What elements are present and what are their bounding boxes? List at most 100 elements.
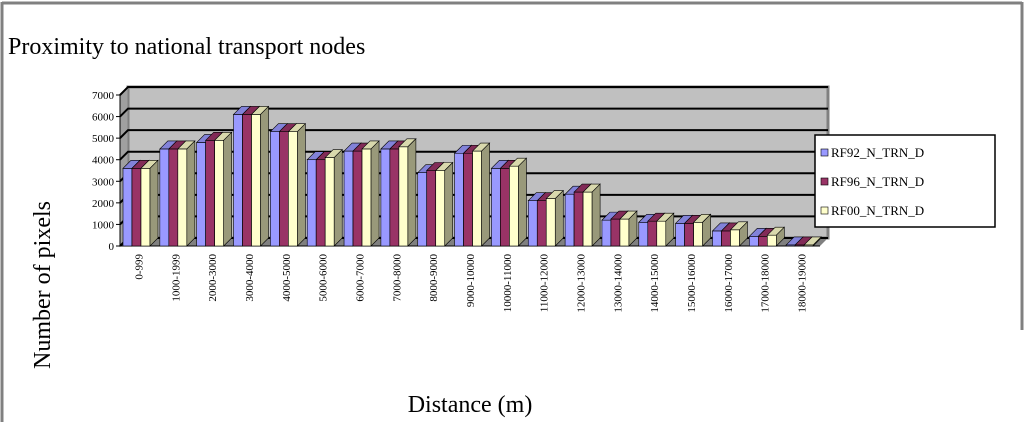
bar-front: [619, 218, 630, 247]
bar-front: [675, 223, 685, 247]
grid-line: [119, 129, 828, 139]
bar-front: [131, 168, 142, 247]
legend-label: RF00_N_TRN_D: [831, 203, 924, 218]
x-tick-label: 9000-10000: [465, 254, 477, 308]
legend-swatch: [820, 206, 829, 215]
bar-front: [582, 191, 593, 247]
bar-front: [536, 200, 547, 247]
bar: [766, 226, 786, 247]
y-tick-label: 2000: [92, 198, 115, 210]
x-tick-label: 10000-11000: [502, 254, 514, 313]
bar: [177, 140, 196, 247]
bar-front: [721, 230, 731, 247]
bar-front: [545, 198, 556, 247]
bar: [250, 105, 270, 247]
bar-side: [297, 122, 306, 247]
bar-side: [260, 105, 269, 247]
x-tick-label: 8000-9000: [428, 254, 440, 302]
bar-side: [149, 159, 159, 247]
x-tick-label: 4000-5000: [281, 254, 293, 302]
bar: [729, 221, 749, 247]
x-tick-label: 6000-7000: [354, 254, 366, 302]
bar-front: [491, 168, 501, 247]
bar-front: [196, 142, 206, 247]
y-tick-label: 4000: [92, 155, 115, 167]
x-axis-label: Distance (m): [408, 392, 533, 418]
bar-front: [426, 170, 437, 247]
x-tick-label: 14000-15000: [649, 254, 661, 313]
bar: [213, 131, 233, 247]
x-tick-label: 0-999: [133, 254, 145, 280]
bar-side: [407, 138, 417, 247]
bar-front: [573, 191, 584, 247]
y-tick-label: 1000: [92, 219, 115, 231]
bar-front: [712, 230, 722, 247]
bar: [287, 122, 307, 247]
bar-front: [214, 140, 224, 247]
x-tick-label: 1000-1999: [170, 254, 182, 302]
bar: [508, 157, 528, 247]
bar-front: [205, 140, 215, 247]
bar-side: [444, 161, 454, 247]
x-tick-label: 7000-8000: [391, 254, 403, 302]
bar: [803, 236, 822, 247]
bar-front: [315, 159, 326, 247]
bar-front: [251, 114, 261, 247]
bar: [324, 148, 343, 247]
grid-line: [119, 86, 828, 96]
x-tick-label: 18000-19000: [797, 254, 809, 313]
bar: [398, 138, 417, 247]
bar-front: [380, 148, 391, 247]
bar-side: [591, 183, 601, 247]
bar-front: [693, 221, 703, 247]
bar-front: [509, 165, 519, 247]
bar-side: [702, 213, 711, 247]
x-tick-label: 17000-18000: [760, 254, 772, 313]
bar-front: [389, 148, 400, 247]
bar-front: [159, 148, 170, 247]
bar-front: [472, 150, 482, 247]
bar-front: [610, 218, 621, 247]
bar-front: [435, 170, 446, 247]
grid-line: [119, 107, 828, 118]
y-tick-label: 6000: [92, 112, 115, 124]
y-tick-label: 7000: [92, 90, 115, 102]
bar-side: [739, 221, 748, 247]
bar-front: [279, 131, 289, 247]
bar-front: [343, 150, 354, 247]
legend-box: [814, 134, 996, 228]
grid-line: [119, 150, 828, 161]
bar-front: [749, 235, 759, 247]
bar: [471, 142, 491, 247]
bar-front: [306, 159, 317, 247]
bar-front: [140, 168, 151, 247]
bar-front: [417, 172, 428, 247]
bar-front: [398, 146, 409, 247]
legend-label: RF92_N_TRN_D: [831, 145, 924, 160]
x-tick-label: 5000-6000: [318, 254, 330, 302]
bar-front: [177, 148, 188, 247]
bar-front: [684, 223, 694, 247]
bar-front: [288, 131, 298, 247]
x-tick-label: 15000-16000: [686, 254, 698, 313]
x-tick-label: 2000-3000: [207, 254, 219, 302]
x-tick-label: 11000-12000: [539, 254, 551, 313]
bar-front: [564, 193, 575, 247]
bar-front: [500, 168, 510, 247]
x-tick-label: 12000-13000: [576, 254, 588, 313]
bar: [361, 140, 380, 247]
bar: [545, 189, 564, 247]
bar-side: [370, 140, 380, 247]
y-tick-label: 3000: [92, 176, 115, 188]
y-axis-label: Number of pixels: [30, 201, 56, 369]
bar: [582, 183, 601, 247]
bar-side: [333, 148, 343, 247]
bar-front: [242, 114, 252, 247]
x-tick-label: 3000-4000: [244, 254, 256, 302]
bar: [619, 210, 638, 247]
bar-front: [361, 148, 372, 247]
legend-swatch: [820, 177, 829, 186]
bar-front: [463, 152, 473, 247]
x-tick-label: 16000-17000: [723, 254, 735, 313]
bar-front: [233, 114, 243, 247]
